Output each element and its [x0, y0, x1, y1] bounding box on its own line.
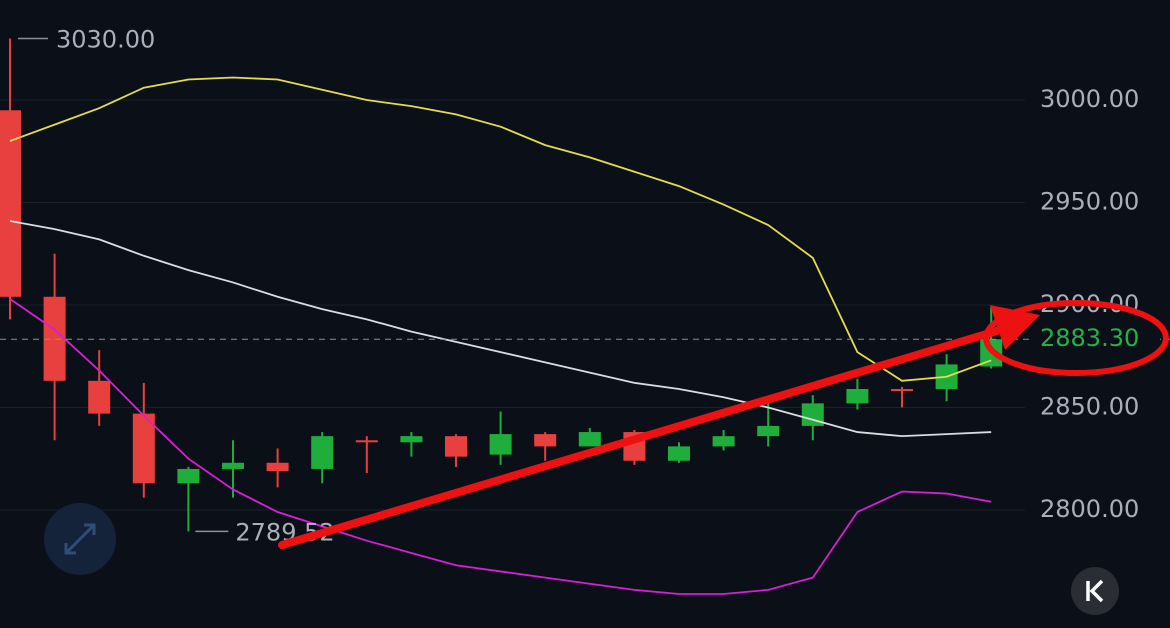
price-label: 2883.30: [1040, 324, 1139, 352]
candle-body: [355, 440, 378, 443]
arrow-line: [278, 326, 1004, 549]
y-tick-label: 3000.00: [1040, 85, 1139, 113]
y-axis: 3000.002950.002900.002850.002800.002883.…: [1032, 85, 1160, 523]
y-tick-label: 2850.00: [1040, 392, 1139, 420]
candle-body: [578, 432, 601, 447]
price-label-bg: [1032, 323, 1160, 356]
indicator-line: [9, 220, 992, 438]
candle-body: [712, 436, 735, 447]
candle-body: [668, 446, 690, 461]
annotation-arrow: [278, 300, 1169, 549]
y-tick-label: 2950.00: [1040, 188, 1139, 216]
candle-body: [43, 296, 66, 381]
candle-body: [0, 110, 21, 297]
candle-body: [846, 389, 869, 404]
indicator-line: [9, 76, 992, 382]
annotation-circle: [983, 300, 1169, 376]
indicator-line: [9, 298, 992, 595]
candle-body: [489, 434, 512, 455]
candle-body: [757, 425, 780, 437]
grid: [0, 99, 1025, 511]
candle-body: [177, 468, 200, 484]
candle-body: [445, 436, 467, 457]
y-tick-label: 2800.00: [1040, 495, 1139, 523]
scroll-latest-button[interactable]: [1071, 567, 1119, 615]
scroll-latest-icon: [1086, 579, 1104, 603]
candle-body: [311, 436, 334, 469]
high-marker-label: 3030.00: [56, 26, 155, 54]
candle-body: [400, 436, 423, 443]
candle-body: [222, 462, 244, 469]
scroll-latest-bg[interactable]: [1071, 567, 1119, 615]
candle-body: [891, 389, 913, 392]
expand-icon: [64, 523, 96, 555]
candle-body: [801, 403, 824, 426]
candle-body: [534, 434, 557, 447]
expand-button[interactable]: [44, 503, 116, 575]
candle-body: [88, 380, 111, 414]
candle-body: [266, 462, 289, 471]
candle-body: [132, 413, 155, 484]
